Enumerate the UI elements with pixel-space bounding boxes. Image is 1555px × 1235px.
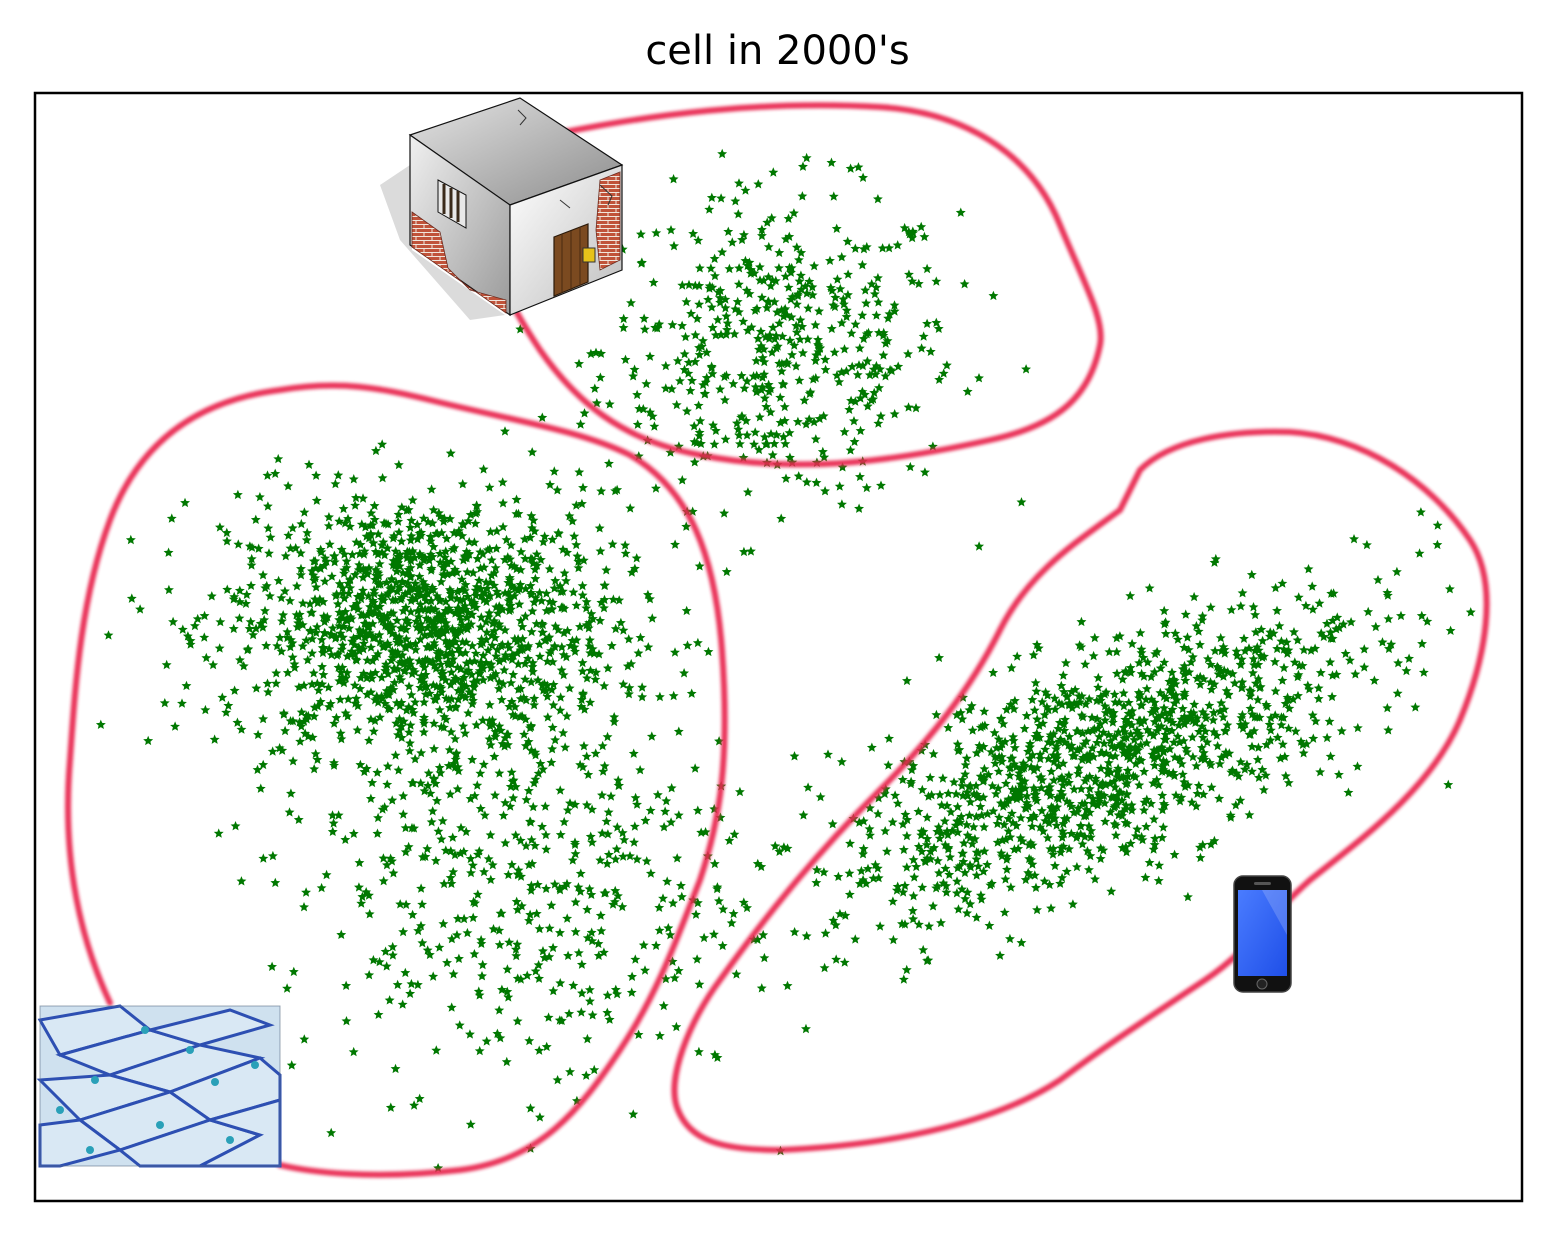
outline-prison-cluster <box>507 102 1104 468</box>
cell-phone-icon <box>1233 875 1292 993</box>
scatter-point-group <box>463 148 1031 616</box>
plot-background <box>35 93 1522 1201</box>
outline-left-cluster <box>65 382 728 1178</box>
cluster-outlines <box>65 102 1490 1178</box>
scatter-point-group <box>95 426 732 897</box>
outline-phone-cluster <box>671 428 1490 1153</box>
biological-cell-icon <box>36 1004 282 1168</box>
chart-title: cell in 2000's <box>645 28 910 74</box>
plot-frame <box>33 91 1524 1203</box>
scatter-points <box>95 148 1476 1173</box>
scatter-point-group <box>103 466 909 1173</box>
prison-cell-icon <box>380 97 624 320</box>
